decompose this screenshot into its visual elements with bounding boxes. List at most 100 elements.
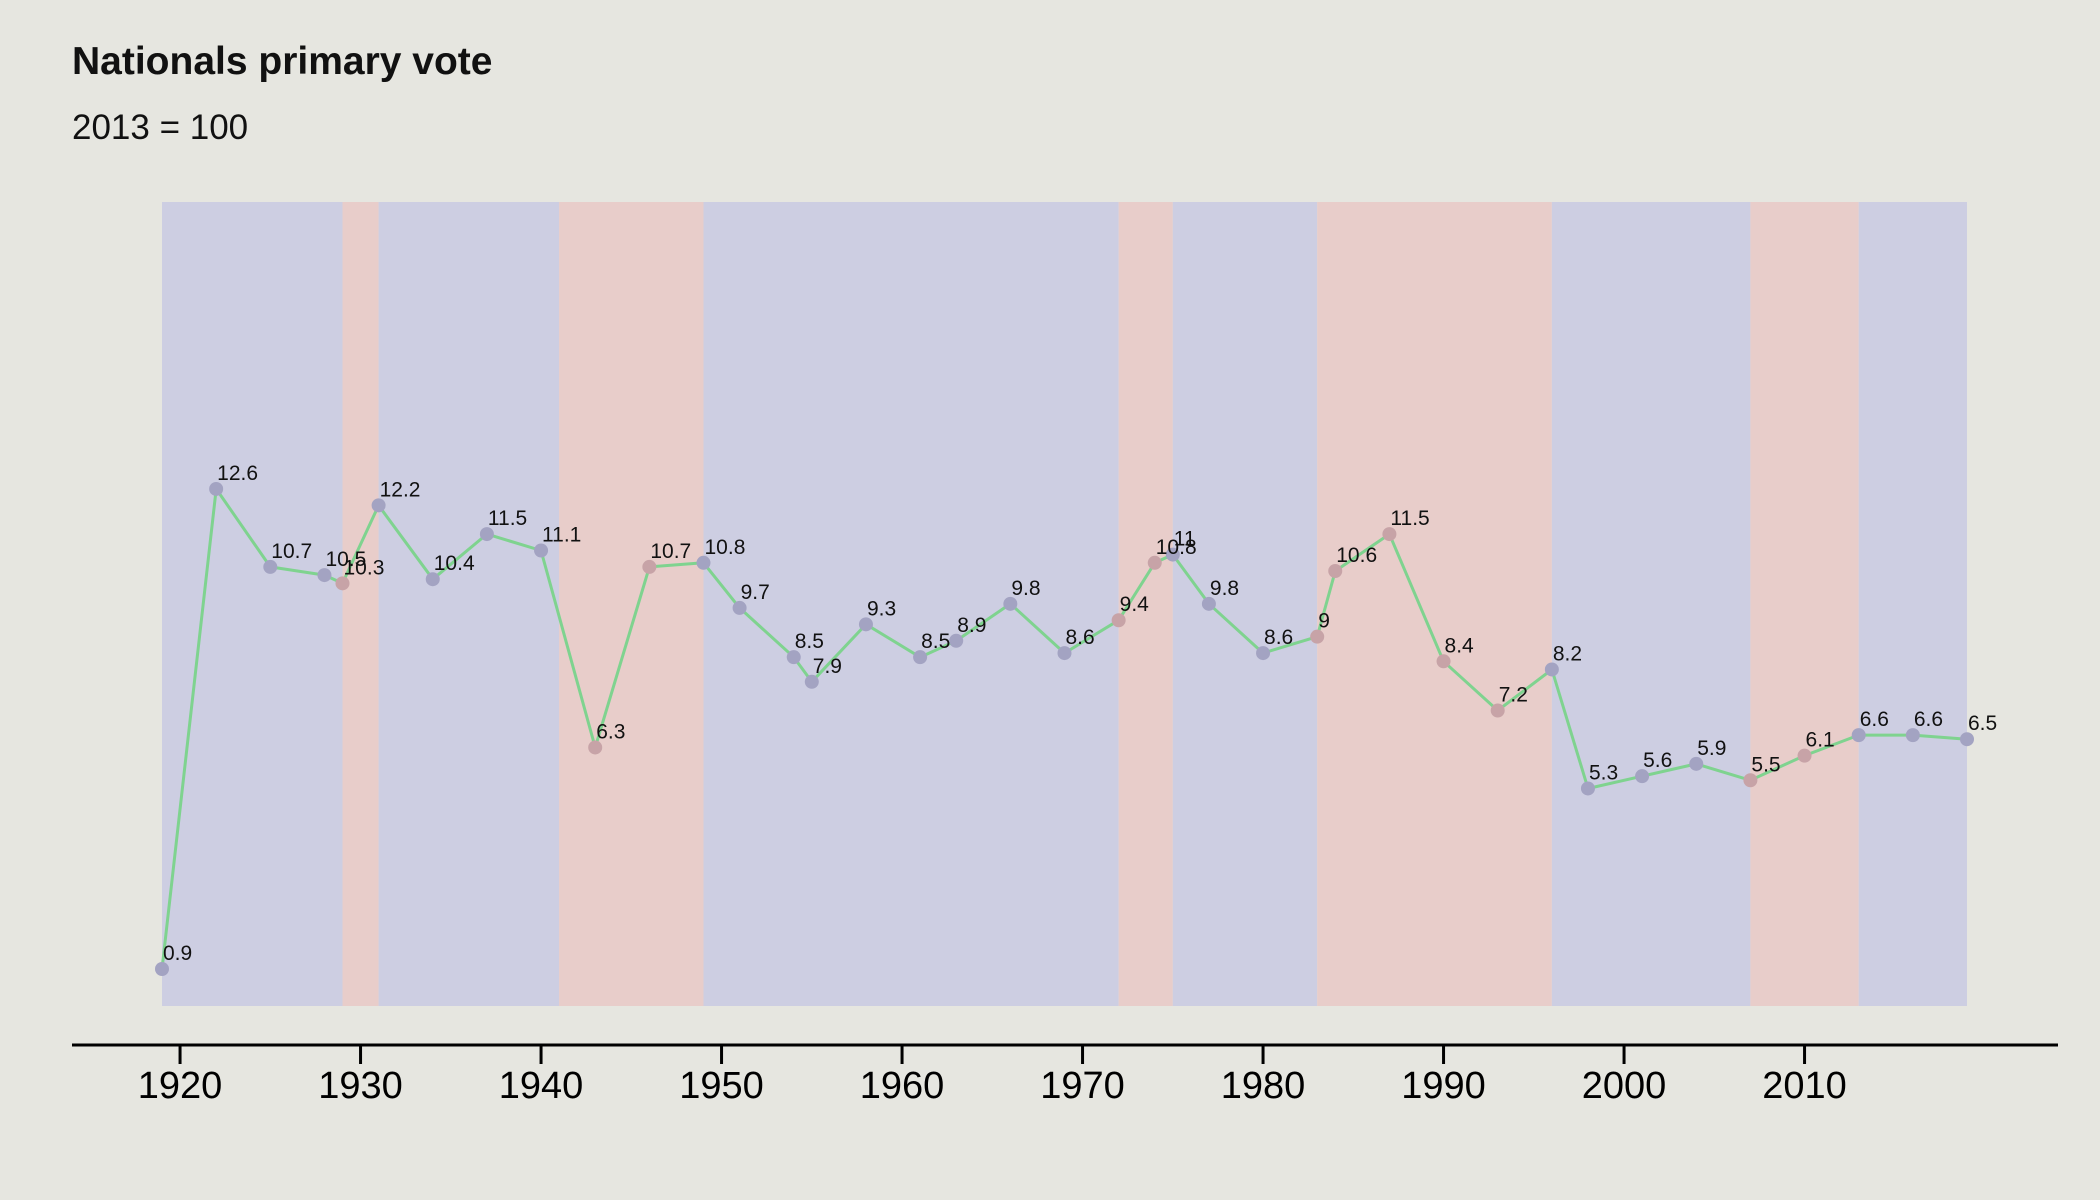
data-point (1436, 654, 1451, 669)
data-point (155, 962, 169, 976)
x-tick-label-1930: 1930 (318, 1065, 403, 1107)
data-label: 9.8 (1011, 577, 1040, 600)
band-labor-3 (559, 202, 704, 1006)
band-coalition-10 (1858, 202, 1967, 1006)
data-label: 8.5 (795, 630, 824, 653)
data-point (1743, 773, 1758, 788)
x-axis: 1920 1930 1940 1950 1960 1970 1980 1990 2000 2010 (72, 1043, 2058, 1107)
data-point (335, 576, 350, 591)
data-label: 6.3 (596, 720, 625, 743)
band-labor-1 (342, 202, 379, 1006)
data-point (1201, 596, 1216, 611)
data-label: 10.3 (344, 556, 385, 579)
data-label: 12.6 (217, 462, 258, 485)
data-label: 7.9 (813, 655, 842, 678)
data-label: 10.5 (325, 548, 366, 571)
data-point (1851, 728, 1866, 743)
data-point (786, 650, 801, 665)
data-label: 5.9 (1697, 737, 1726, 760)
x-tick-label-1920: 1920 (138, 1065, 223, 1107)
data-point (1057, 646, 1072, 661)
x-tick-label-1990: 1990 (1401, 1065, 1486, 1107)
data-label: 10.6 (1336, 544, 1377, 567)
point-labels-group: 0.9 12.6 10.7 10.510.3 12.2 10.4 11.5 11.1 6.3 10… (163, 462, 1997, 965)
x-tick-label-1970: 1970 (1040, 1065, 1125, 1107)
data-label: 12.2 (380, 478, 421, 501)
data-label: 9.4 (1120, 593, 1150, 616)
data-label: 8.5 (921, 630, 950, 653)
data-point (1256, 646, 1271, 661)
data-label: 5.5 (1751, 753, 1780, 776)
data-label: 11 (1174, 528, 1196, 551)
data-point (1111, 613, 1126, 628)
data-label: 6.5 (1968, 712, 1997, 735)
data-point (1544, 662, 1559, 677)
data-label: 8.9 (957, 614, 986, 637)
data-label: 8.2 (1553, 642, 1582, 665)
data-point (479, 527, 494, 542)
data-point (732, 600, 747, 615)
data-point (1905, 728, 1920, 743)
data-point (425, 572, 440, 587)
data-label: 8.4 (1445, 634, 1475, 657)
chart-subtitle: 2013 = 100 (72, 108, 249, 147)
x-tick-label-1950: 1950 (679, 1065, 764, 1107)
data-point (949, 633, 964, 648)
band-coalition-4 (703, 202, 1119, 1006)
data-point (642, 559, 657, 574)
data-point (1689, 756, 1704, 771)
data-label: 6.6 (1914, 708, 1943, 731)
data-point (1960, 732, 1974, 747)
data-point (588, 740, 603, 755)
data-label: 6.1 (1806, 729, 1835, 752)
data-point (1797, 748, 1812, 763)
data-point (1147, 555, 1162, 570)
x-tick-label-1980: 1980 (1221, 1065, 1306, 1107)
points-group (155, 481, 1974, 976)
data-point (371, 498, 386, 513)
data-point (1635, 769, 1650, 784)
data-point (1580, 781, 1595, 796)
data-point (263, 559, 278, 574)
data-point (209, 481, 224, 496)
data-point (1003, 596, 1018, 611)
data-label: 6.6 (1860, 708, 1889, 731)
data-label: 5.3 (1589, 761, 1618, 784)
data-label: 0.9 (163, 942, 192, 965)
data-label: 10.7 (271, 540, 312, 563)
government-bands (162, 202, 1967, 1006)
band-coalition-6 (1172, 202, 1318, 1006)
data-label: 8.6 (1264, 626, 1293, 649)
data-point (696, 555, 711, 570)
data-point (317, 568, 332, 583)
data-label: 9 (1318, 610, 1330, 633)
band-labor-9 (1750, 202, 1859, 1006)
data-label: 10.8 (1156, 536, 1197, 559)
band-labor-7 (1317, 202, 1552, 1006)
data-label: 10.4 (434, 552, 475, 575)
data-point (858, 617, 873, 632)
data-label: 9.3 (867, 597, 896, 620)
data-point (1490, 703, 1505, 718)
chart-title: Nationals primary vote (72, 40, 493, 83)
data-label: 11.1 (542, 523, 581, 546)
data-point (804, 674, 819, 689)
data-point (913, 650, 928, 665)
x-tick-label-1960: 1960 (860, 1065, 945, 1107)
data-label: 5.6 (1643, 749, 1672, 772)
data-label: 8.6 (1066, 626, 1095, 649)
data-point (1382, 527, 1397, 542)
data-label: 11.5 (488, 507, 527, 530)
band-coalition-0 (162, 202, 343, 1006)
data-point (534, 543, 549, 558)
data-label: 9.7 (741, 581, 770, 604)
x-tick-label-2000: 2000 (1582, 1065, 1667, 1107)
data-label: 7.2 (1499, 684, 1528, 707)
data-label: 9.8 (1210, 577, 1239, 600)
data-point (1328, 564, 1343, 579)
data-label: 10.7 (650, 540, 691, 563)
data-label: 10.8 (705, 536, 746, 559)
data-label: 11.5 (1390, 507, 1429, 530)
band-coalition-2 (378, 202, 560, 1006)
